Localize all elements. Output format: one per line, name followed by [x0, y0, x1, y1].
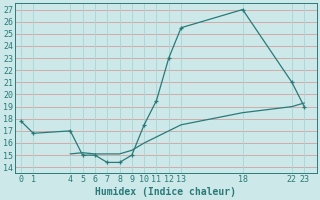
X-axis label: Humidex (Indice chaleur): Humidex (Indice chaleur)	[95, 186, 236, 197]
